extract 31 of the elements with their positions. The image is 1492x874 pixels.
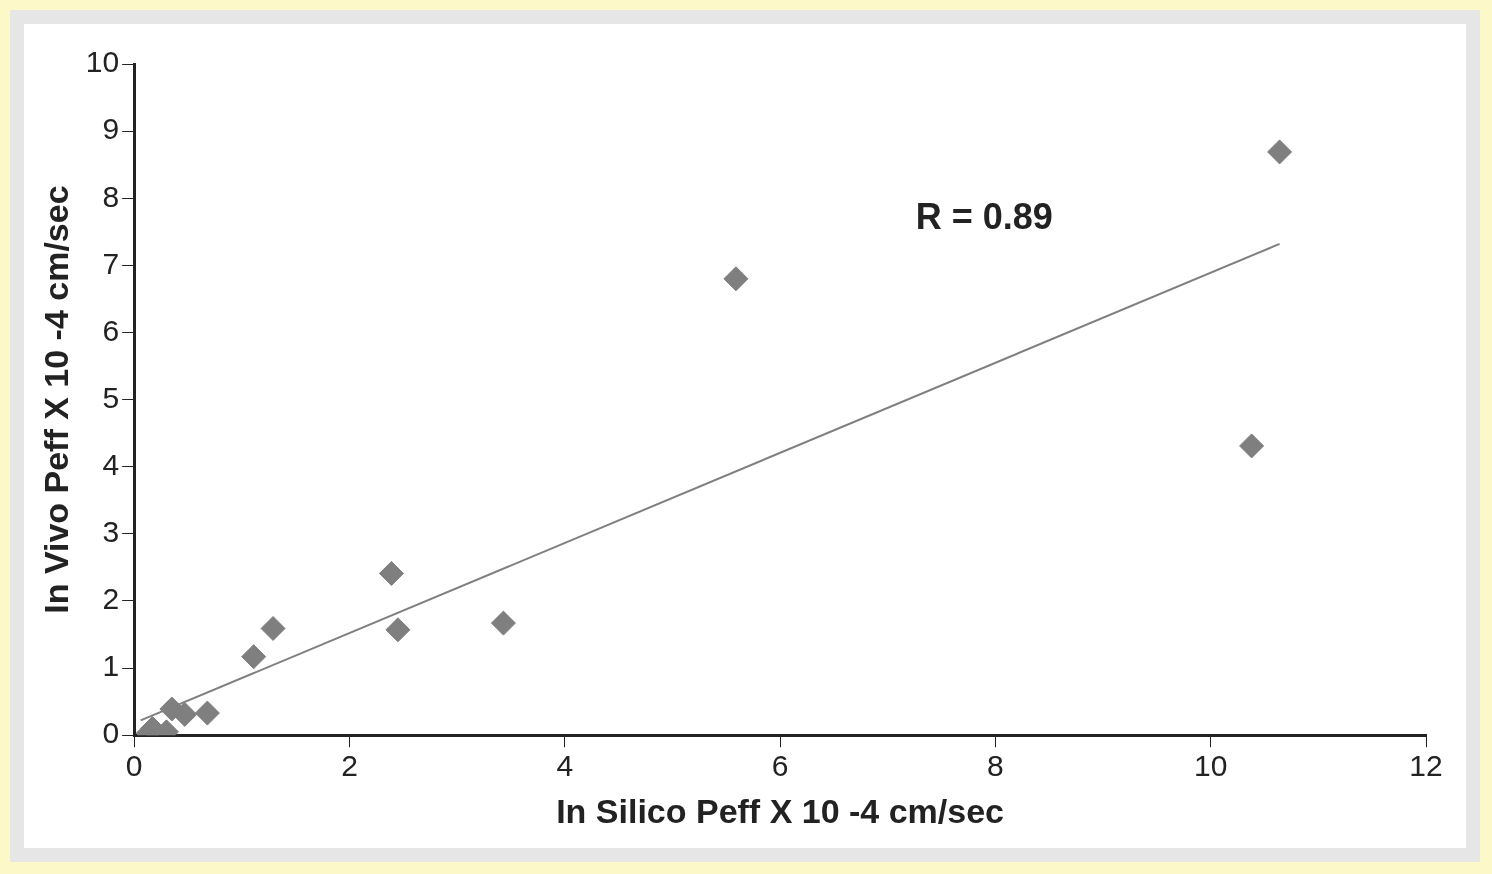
point — [723, 266, 749, 292]
x-tick-label: 12 — [1409, 749, 1443, 783]
y-tick-label: 2 — [102, 582, 120, 616]
point — [490, 610, 516, 636]
point — [1239, 433, 1265, 459]
x-tick-label: 0 — [125, 749, 143, 783]
point — [241, 644, 267, 670]
y-tick-label: 4 — [102, 447, 120, 481]
y-tick-label: 10 — [85, 45, 120, 79]
y-tick-label: 5 — [102, 380, 120, 414]
y-tick-label: 0 — [102, 716, 120, 750]
point — [260, 615, 286, 641]
y-tick-label: 6 — [102, 313, 120, 347]
annotation: R = 0.89 — [915, 196, 1053, 237]
point — [194, 700, 220, 726]
x-tick-label: 10 — [1194, 749, 1228, 783]
y-tick-label: 1 — [102, 649, 120, 683]
x-tick-label: 4 — [556, 749, 574, 783]
y-tick-label: 7 — [102, 246, 120, 280]
x-tick-label: 6 — [771, 749, 789, 783]
point — [1267, 139, 1293, 165]
x-tick-label: 8 — [987, 749, 1004, 783]
y-tick-label: 3 — [102, 515, 120, 549]
point — [385, 617, 411, 643]
x-tick-label: 2 — [341, 749, 358, 783]
point — [378, 560, 404, 586]
y-tick-label: 9 — [102, 112, 120, 146]
y-tick-label: 8 — [102, 179, 120, 213]
y-axis-title: In Vivo Peff X 10 -4 cm/sec — [36, 185, 75, 614]
point — [172, 701, 198, 727]
x-axis-title: In Silico Peff X 10 -4 cm/sec — [556, 791, 1005, 830]
